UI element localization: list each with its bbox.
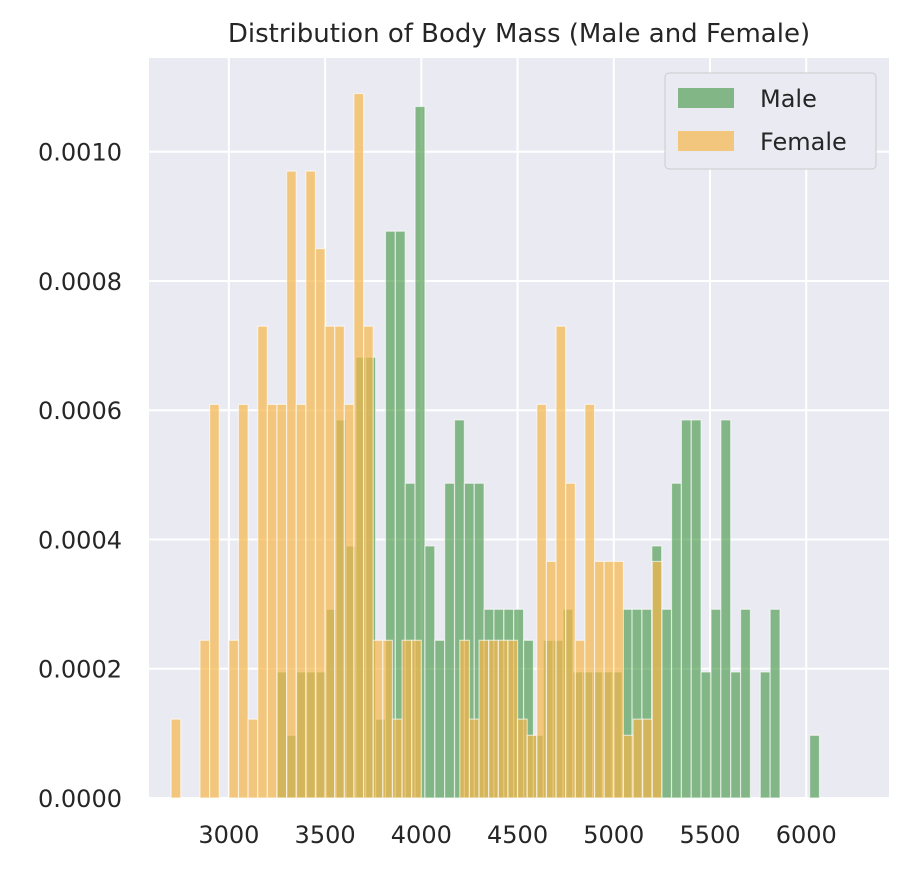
bar-female [391,718,403,799]
bar-female [536,403,548,799]
bar-female [305,170,317,799]
bar-male [680,419,692,799]
bar-female [593,560,605,799]
bar-female [488,639,499,799]
bar-male [710,608,722,799]
bar-female [170,718,182,799]
bar-male [690,419,702,799]
bar-female [565,482,576,799]
series-female [170,92,663,799]
bar-female [324,325,336,799]
bar-male [730,671,742,799]
x-tick-label: 5000 [583,821,644,849]
bar-female [237,403,249,799]
y-tick-label: 0.0000 [38,785,122,813]
y-tick-label: 0.0004 [38,526,122,554]
bar-male [670,482,682,799]
bar-female [314,248,326,799]
bar-male [424,545,436,799]
bar-female [622,734,634,799]
bar-female [497,639,509,799]
x-tick-label: 6000 [776,821,837,849]
legend-swatch-female [678,131,734,151]
bar-female [555,325,567,799]
y-tick-label: 0.0008 [38,268,122,296]
bar-female [228,639,240,799]
x-tick-label: 4000 [391,821,452,849]
x-tick-label: 3000 [198,821,259,849]
bars [170,92,821,799]
bar-female [603,560,615,799]
bar-female [507,639,519,799]
bar-female [584,403,596,799]
bar-male [434,639,446,799]
x-tick-label: 3500 [295,821,356,849]
bar-female [266,403,278,799]
bar-female [478,639,490,799]
bar-female [516,718,528,799]
legend-label-male: Male [760,85,817,113]
bar-female [574,639,586,799]
bar-male [700,671,712,799]
y-tick-label: 0.0010 [38,139,122,167]
bar-female [257,325,268,799]
bar-male [809,734,821,799]
x-tick-label: 4500 [487,821,548,849]
bar-male [444,482,456,799]
bar-male [739,608,752,799]
bar-female [545,560,557,799]
bar-female [362,325,374,799]
y-tick-label: 0.0006 [38,397,122,425]
bar-female [276,403,288,799]
bar-male [769,608,781,799]
bar-female [199,639,211,799]
bar-female [372,639,384,799]
bar-female [353,92,365,799]
bar-female [642,718,653,799]
bar-female [613,560,625,799]
bar-female [382,639,394,799]
bar-female [401,639,413,799]
bar-female [632,718,644,799]
bar-female [411,639,422,799]
bar-female [334,325,345,799]
bar-male [759,671,771,799]
y-tick-label: 0.0002 [38,656,122,684]
chart-title: Distribution of Body Mass (Male and Fema… [228,19,810,49]
x-tick-label: 5500 [679,821,740,849]
legend-label-female: Female [760,128,847,156]
bar-female [295,403,307,799]
bar-female [459,639,471,799]
bar-female [286,170,297,799]
bar-male [661,608,673,799]
bar-female [651,560,663,799]
bar-female [526,734,538,799]
bar-female [247,718,259,799]
legend: Male Female [664,72,877,170]
bar-male [720,419,732,799]
legend-swatch-male [678,88,734,108]
bar-female [209,403,220,799]
bar-female [468,718,480,799]
x-axis-ticks: 3000 3500 4000 4500 5000 5500 6000 [198,821,836,849]
y-axis-ticks: 0.0000 0.0002 0.0004 0.0006 0.0008 0.0010 [38,139,122,813]
bar-female [343,403,355,799]
